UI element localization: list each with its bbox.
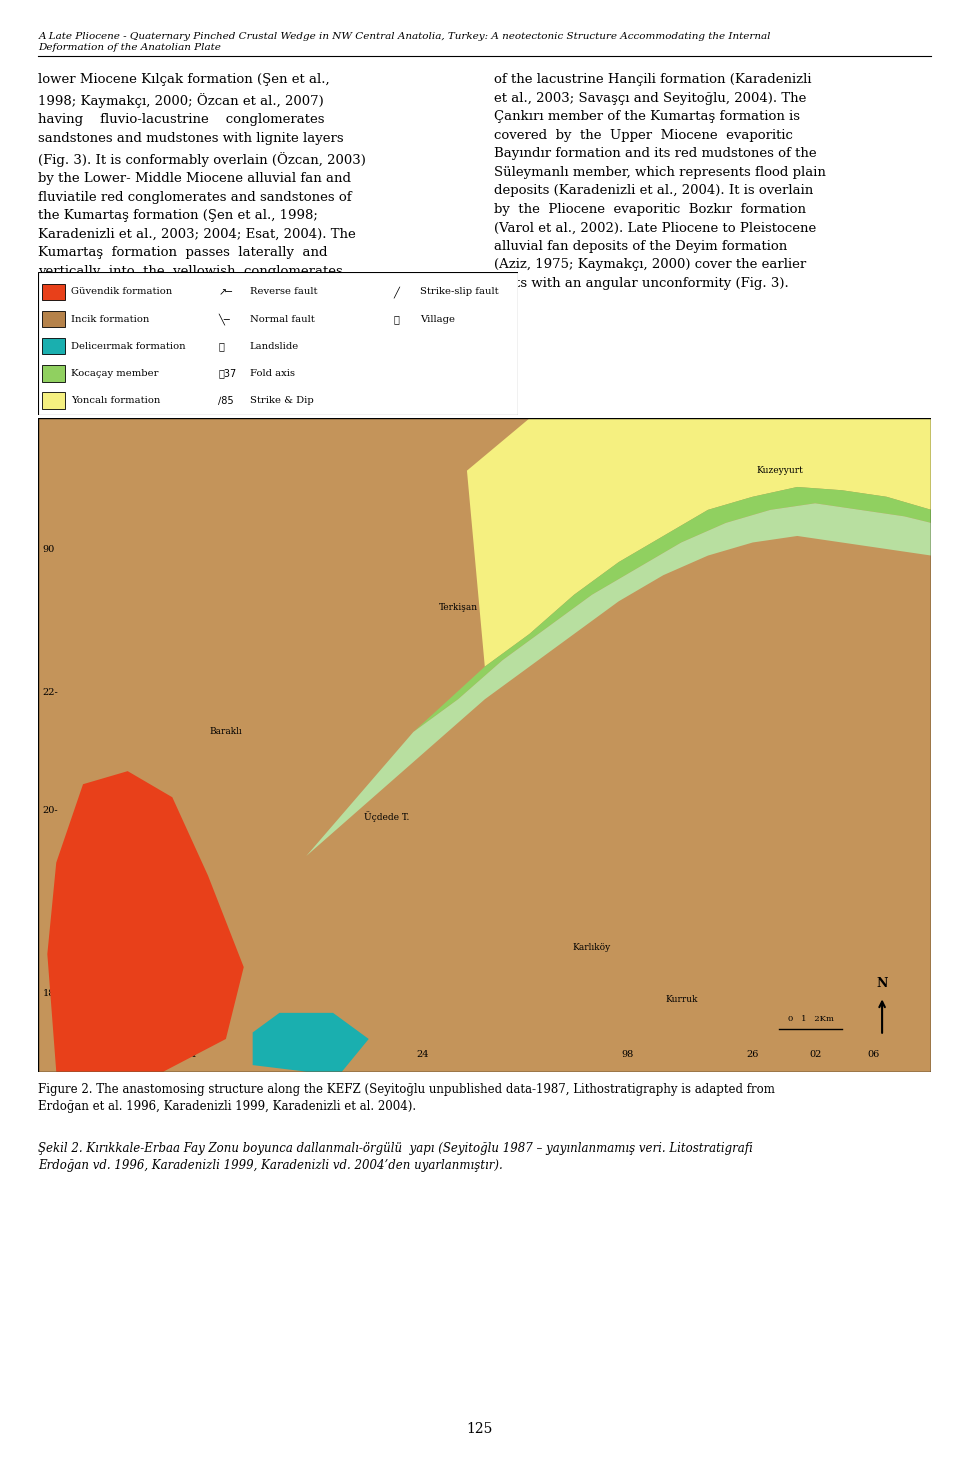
Text: A Late Pliocene - Quaternary Pinched Crustal Wedge in NW Central Anatolia, Turke: A Late Pliocene - Quaternary Pinched Cru… — [38, 32, 771, 51]
Text: Kurruk: Kurruk — [665, 995, 698, 1004]
FancyBboxPatch shape — [42, 338, 65, 354]
Text: lower Miocene Kılçak formation (Şen et al.,
1998; Kaymakçı, 2000; Özcan et al., : lower Miocene Kılçak formation (Şen et a… — [38, 73, 367, 297]
Text: ╲─: ╲─ — [219, 313, 230, 324]
Text: ╱: ╱ — [394, 286, 399, 298]
Polygon shape — [467, 418, 931, 666]
Text: Normal fault: Normal fault — [250, 314, 314, 323]
FancyBboxPatch shape — [42, 392, 65, 408]
Text: 20-: 20- — [43, 806, 59, 815]
Polygon shape — [414, 487, 931, 733]
Text: Yoncalı formation: Yoncalı formation — [71, 396, 160, 405]
Text: Üçdede T.: Üçdede T. — [364, 812, 409, 822]
Text: Strike-slip fault: Strike-slip fault — [420, 288, 498, 297]
Text: 24: 24 — [416, 1050, 428, 1058]
Text: 18-: 18- — [43, 989, 59, 998]
Text: Fold axis: Fold axis — [250, 368, 295, 377]
Text: 26: 26 — [747, 1050, 758, 1058]
Polygon shape — [47, 771, 244, 1072]
Text: of the lacustrine Hançili formation (Karadenizli
et al., 2003; Savaşçı and Seyit: of the lacustrine Hançili formation (Kar… — [494, 73, 827, 289]
FancyBboxPatch shape — [42, 311, 65, 327]
Polygon shape — [38, 272, 518, 415]
Text: 06: 06 — [867, 1050, 879, 1058]
Text: 0   1   2Km: 0 1 2Km — [788, 1014, 833, 1023]
Text: ⬭: ⬭ — [394, 314, 399, 324]
Text: 94: 94 — [184, 1050, 197, 1058]
Text: 98: 98 — [621, 1050, 634, 1058]
Text: Village: Village — [420, 314, 455, 323]
Text: 22-: 22- — [43, 688, 59, 697]
Text: Reverse fault: Reverse fault — [250, 288, 317, 297]
Polygon shape — [252, 1013, 369, 1072]
Text: Aşağı İhsangazili: Aşağı İhsangazili — [125, 1014, 203, 1025]
Text: Kocaçay member: Kocaçay member — [71, 368, 158, 377]
Polygon shape — [38, 418, 931, 1072]
Text: Strike & Dip: Strike & Dip — [250, 396, 313, 405]
Text: Güvendik formation: Güvendik formation — [71, 288, 172, 297]
Text: N: N — [876, 978, 888, 989]
Text: Figure 2. The anastomosing structure along the KEFZ (Seyitoğlu unpublished data-: Figure 2. The anastomosing structure alo… — [38, 1083, 776, 1113]
Text: ↗─: ↗─ — [219, 286, 232, 297]
Text: Şekil 2. Kırıkkale-Erbaa Fay Zonu boyunca dallanmalı-örgülü  yapı (Seyitoğlu 198: Şekil 2. Kırıkkale-Erbaa Fay Zonu boyunc… — [38, 1142, 754, 1171]
Text: 125: 125 — [467, 1421, 493, 1436]
Text: Landslide: Landslide — [250, 342, 299, 351]
Text: ⟋37: ⟋37 — [219, 368, 237, 379]
Text: 02: 02 — [809, 1050, 822, 1058]
Text: Incik formation: Incik formation — [71, 314, 150, 323]
Text: Kuzeyyurt: Kuzeyyurt — [756, 467, 803, 476]
FancyBboxPatch shape — [42, 283, 65, 299]
Text: Terkişan: Terkişan — [439, 603, 477, 612]
Polygon shape — [306, 504, 931, 856]
Text: Deliceırmak formation: Deliceırmak formation — [71, 342, 185, 351]
Text: ⌣: ⌣ — [219, 341, 225, 351]
FancyBboxPatch shape — [42, 366, 65, 382]
Text: ∕85: ∕85 — [219, 395, 234, 405]
Text: 90: 90 — [43, 545, 55, 553]
Text: Karlıköy: Karlıköy — [573, 942, 612, 953]
Text: Baraklı: Baraklı — [209, 728, 242, 737]
